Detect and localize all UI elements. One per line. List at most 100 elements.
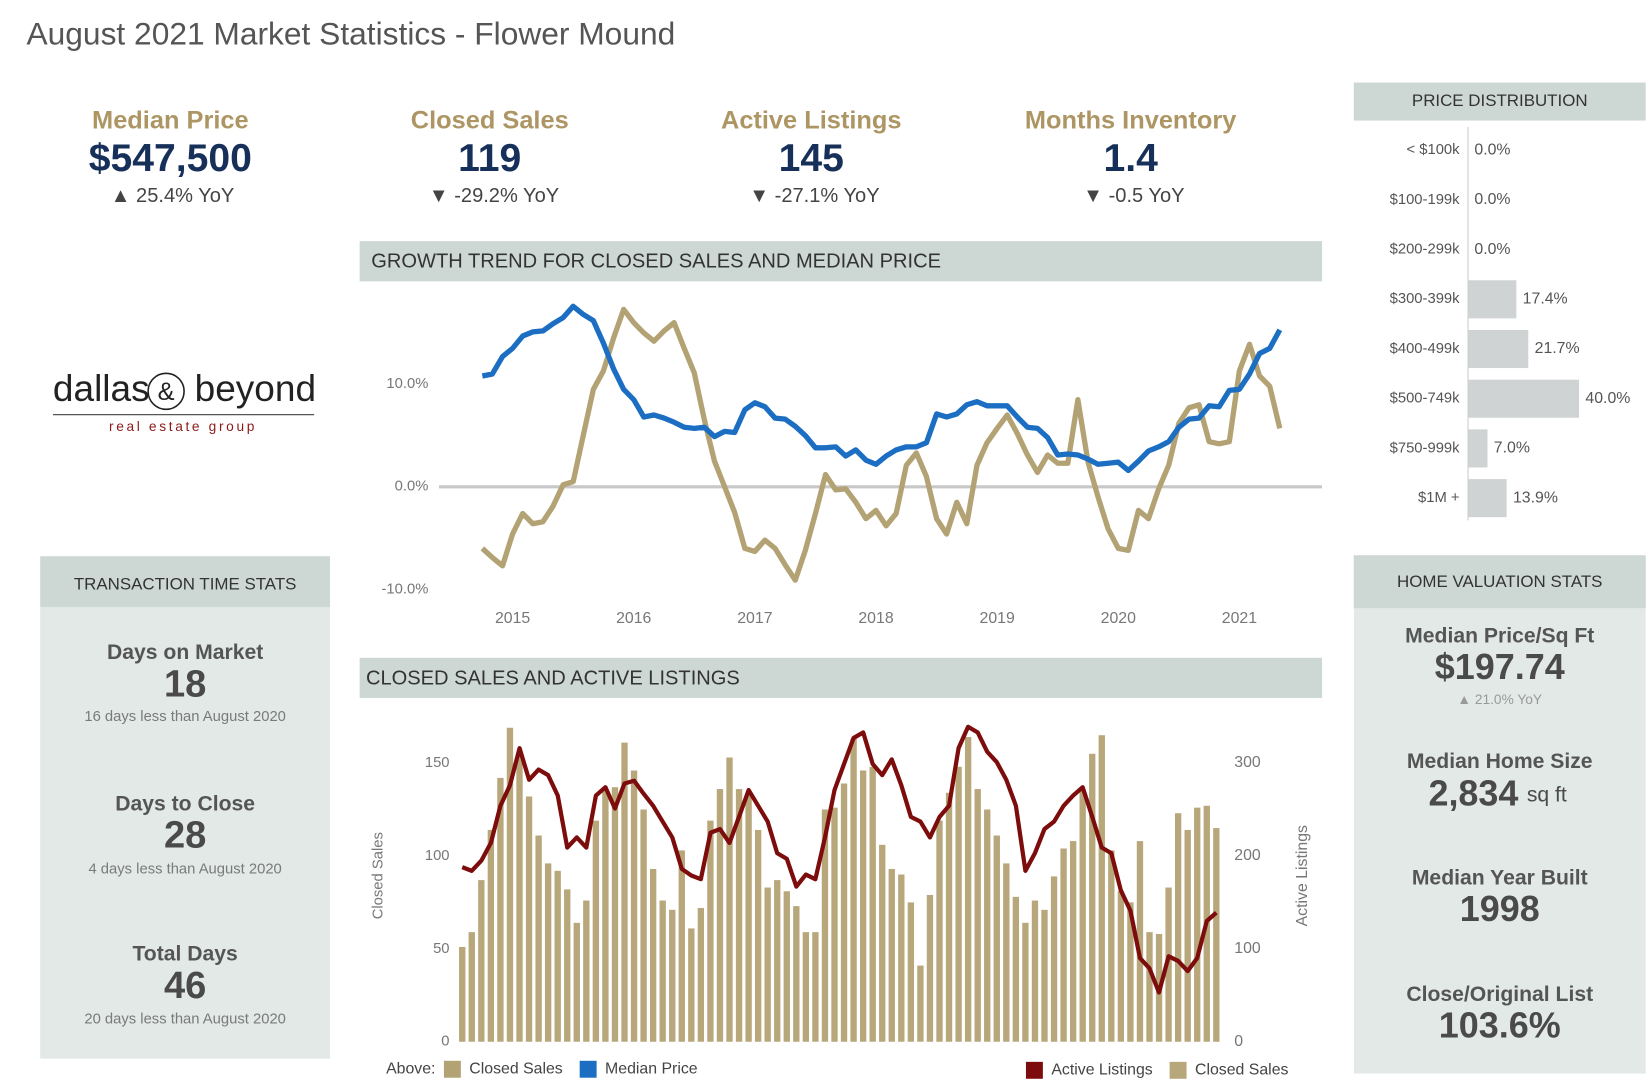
x-tick-label: 2020 — [1101, 610, 1136, 627]
logo-text: beyond — [195, 367, 316, 409]
logo: dallas & beyond real estate group — [53, 367, 316, 434]
bar — [1468, 429, 1488, 468]
bar — [945, 792, 953, 1042]
bar — [1184, 829, 1191, 1042]
bar — [1136, 841, 1144, 1042]
bar — [821, 809, 829, 1042]
bar — [888, 868, 895, 1042]
bar — [1098, 735, 1105, 1042]
bar — [850, 738, 857, 1042]
bar — [735, 789, 743, 1042]
stat-label: Close/Original List — [1406, 983, 1593, 1006]
chart-title: PRICE DISTRIBUTION — [1412, 91, 1588, 110]
bar — [1468, 329, 1529, 369]
y2-axis-label: Active Listings — [1294, 825, 1311, 926]
page-title: August 2021 Market Statistics - Flower M… — [26, 15, 675, 51]
bar — [506, 727, 514, 1042]
bar — [774, 880, 781, 1042]
bar — [754, 829, 762, 1042]
logo-circle — [147, 372, 185, 411]
bar — [1468, 280, 1517, 319]
panel-bg — [40, 556, 331, 1059]
bar — [859, 770, 867, 1042]
y-tick-label: 100 — [425, 848, 450, 864]
stat-unit: sq ft — [1527, 783, 1567, 806]
kpi-value: $547,500 — [89, 137, 252, 180]
kpi-value: 119 — [458, 137, 521, 180]
bar — [793, 906, 800, 1042]
bar — [1012, 896, 1020, 1042]
stat-value: 103.6% — [1439, 1005, 1561, 1046]
bar — [573, 922, 580, 1042]
bar — [1146, 932, 1153, 1042]
bar — [468, 932, 475, 1042]
value-label: 7.0% — [1494, 440, 1530, 457]
logo-ampersand: & — [158, 378, 175, 406]
kpi-change: ▲ 25.4% YoY — [111, 185, 235, 207]
chart-title: GROWTH TREND FOR CLOSED SALES AND MEDIAN… — [371, 251, 941, 273]
bar — [1468, 479, 1507, 518]
stat-value: 28 — [164, 815, 206, 857]
stat-label: Median Home Size — [1407, 750, 1593, 773]
stat-note: ▲ 21.0% YoY — [1457, 692, 1542, 707]
kpi-label: Closed Sales — [411, 106, 569, 134]
bar — [497, 777, 504, 1042]
chart-header — [359, 657, 1323, 699]
panel-header — [40, 556, 331, 608]
bar — [544, 863, 552, 1042]
y2-tick-label: 300 — [1234, 754, 1261, 771]
stat-note: 20 days less than August 2020 — [84, 1011, 286, 1027]
bar — [1003, 863, 1010, 1042]
line — [480, 306, 1283, 583]
panel-title: TRANSACTION TIME STATS — [74, 574, 297, 593]
bar — [984, 809, 991, 1042]
legend-label: Closed Sales — [1195, 1061, 1289, 1078]
x-tick-label: 2019 — [979, 610, 1014, 627]
logo-tagline: real estate group — [109, 419, 257, 434]
kpis: Median Price $547,500 ▲ 25.4% YoY Closed… — [89, 106, 1237, 207]
y2-tick-label: 0 — [1234, 1033, 1243, 1050]
x-tick-label: 2016 — [616, 610, 651, 627]
bar — [1022, 922, 1029, 1042]
stat-label: Days to Close — [115, 792, 255, 815]
stat-value: 18 — [164, 663, 206, 705]
kpi-value: 1.4 — [1103, 137, 1158, 180]
kpi-change: ▼ -27.1% YoY — [749, 185, 879, 207]
bar — [1108, 850, 1115, 1042]
stat-value: 46 — [164, 965, 206, 1007]
bar — [649, 868, 657, 1042]
legend-swatch — [1169, 1061, 1187, 1079]
x-tick-label: 2017 — [737, 610, 772, 627]
legend-swatch — [443, 1060, 461, 1078]
value-label: 21.7% — [1535, 340, 1580, 357]
value-label: 0.0% — [1474, 141, 1510, 158]
value-label: 0.0% — [1474, 241, 1510, 258]
bar — [1213, 828, 1220, 1042]
bar — [840, 783, 848, 1042]
bar — [592, 820, 600, 1042]
stat-note: 16 days less than August 2020 — [84, 709, 286, 725]
legend-title: Above: — [386, 1060, 435, 1077]
bar — [907, 902, 915, 1042]
stat-value: 2,834 sq ft — [1428, 772, 1566, 813]
bar — [926, 894, 934, 1042]
kpi-label: Median Price — [92, 106, 249, 134]
bar — [554, 870, 561, 1042]
y2-tick-label: 100 — [1234, 940, 1261, 957]
kpi-label: Months Inventory — [1025, 106, 1236, 134]
bar — [783, 891, 790, 1042]
category-label: $400-499k — [1390, 341, 1461, 357]
bar — [955, 766, 962, 1042]
kpi-value: 145 — [779, 137, 844, 180]
category-label: < $100k — [1406, 142, 1460, 158]
bar — [1127, 902, 1134, 1042]
chart-title: CLOSED SALES AND ACTIVE LISTINGS — [366, 667, 740, 689]
bar — [678, 850, 685, 1042]
bar — [707, 820, 714, 1042]
bar — [669, 909, 676, 1042]
bar — [688, 928, 695, 1042]
bar — [478, 880, 485, 1042]
bar — [764, 887, 771, 1042]
category-label: $300-399k — [1390, 291, 1461, 307]
